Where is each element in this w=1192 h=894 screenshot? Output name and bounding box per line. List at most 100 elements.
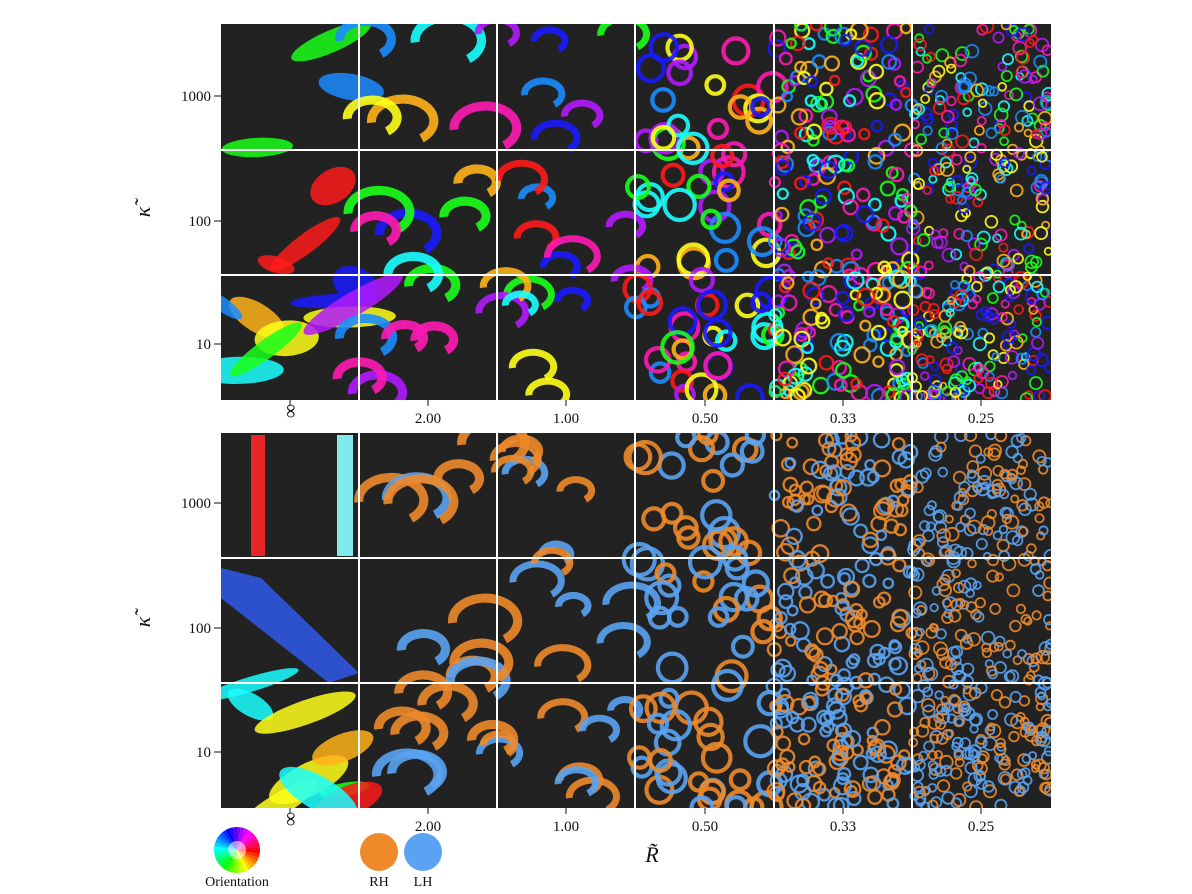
texture-ring (800, 716, 817, 733)
texture-ring (886, 314, 901, 328)
texture-ring (1031, 610, 1042, 621)
texture-ring (945, 308, 955, 318)
texture-ring (987, 669, 998, 680)
texture-ring (963, 523, 977, 537)
texture-ring (771, 763, 784, 777)
texture-ring (1036, 456, 1047, 467)
texture-ring (804, 643, 820, 659)
texture-ring (1019, 392, 1034, 400)
texture-ring (972, 580, 982, 590)
texture-ring (946, 341, 959, 355)
texture-ring (936, 703, 949, 716)
texture-ring (835, 676, 855, 696)
texture-arc (335, 24, 396, 58)
texture-ring (869, 745, 887, 764)
texture-ring (912, 236, 922, 246)
x-tick-label: 0.50 (692, 819, 718, 835)
texture-ring (876, 591, 892, 606)
texture-cell (909, 24, 1051, 156)
texture-ring (1018, 526, 1029, 537)
texture-ring (950, 661, 965, 676)
x-tick-label: 2.00 (415, 819, 441, 835)
texture-ring (792, 383, 810, 400)
texture-ring (778, 594, 794, 610)
y-tick-label: 1000 (181, 496, 211, 512)
texture-ring (666, 59, 694, 87)
texture-ring (956, 195, 967, 206)
texture-ring (1044, 642, 1051, 654)
texture-ring (909, 284, 924, 299)
x-tick-label: 0.33 (830, 411, 856, 427)
texture-ring (1035, 649, 1051, 665)
texture-ring (925, 355, 935, 365)
orientation-wheel-icon (214, 827, 260, 873)
handedness-panel: 1000 100 10 κ̃ ∞ 2.00 1.00 0.50 0.33 0.2… (130, 433, 1051, 835)
texture-ring (915, 724, 930, 738)
texture-ring (1015, 603, 1027, 615)
texture-ring (735, 383, 765, 400)
texture-ring (832, 776, 853, 796)
texture-ring (806, 153, 820, 167)
texture-ring (1015, 26, 1031, 42)
texture-ring (1031, 129, 1041, 139)
texture-ring (1040, 768, 1051, 781)
texture-ring (941, 611, 954, 624)
texture-ring (784, 761, 796, 773)
texture-cell (396, 593, 523, 701)
texture-ring (1026, 543, 1037, 554)
texture-ring (868, 63, 885, 80)
texture-ring (660, 330, 695, 365)
texture-ring (1041, 725, 1051, 740)
texture-ring (974, 363, 985, 375)
texture-ring (1032, 449, 1047, 464)
handedness-panel-grid (221, 433, 1051, 808)
texture-ring (975, 538, 988, 551)
texture-ring (627, 439, 663, 476)
texture-ring (843, 729, 862, 748)
texture-ring (981, 647, 993, 659)
texture-ring (840, 257, 858, 275)
texture-ring (1013, 786, 1025, 797)
texture-ring (1045, 638, 1051, 650)
texture-ring (769, 96, 787, 114)
texture-ring (999, 468, 1010, 480)
texture-ring (1009, 87, 1024, 102)
texture-ring (836, 722, 853, 739)
texture-ring (927, 760, 938, 771)
x-tick-label: 2.00 (415, 411, 441, 427)
texture-ring (790, 244, 806, 260)
texture-ring (879, 180, 896, 197)
texture-ring (767, 38, 786, 58)
texture-ring (936, 528, 951, 543)
texture-ring (1012, 253, 1024, 265)
texture-ring (958, 480, 971, 494)
texture-ring (883, 773, 900, 791)
y-tick-label: 10 (196, 337, 211, 353)
texture-arc (520, 77, 566, 108)
texture-ring (907, 304, 920, 317)
texture-ring (819, 724, 833, 738)
texture-ring (850, 248, 863, 261)
texture-ring (839, 745, 855, 760)
texture-blob (303, 273, 403, 335)
texture-ring (797, 218, 816, 238)
texture-ring (1026, 165, 1037, 176)
texture-ring (920, 371, 930, 381)
texture-arc (383, 251, 444, 293)
orientation-panel-y-ticks: 1000 100 10 (181, 89, 221, 353)
texture-ring (999, 136, 1009, 147)
orientation-panel-x-ticks: ∞ 2.00 1.00 0.50 0.33 0.25 (280, 400, 994, 427)
texture-ring (983, 332, 996, 344)
texture-ring (922, 53, 932, 64)
texture-ring (1034, 686, 1047, 699)
texture-ring (920, 801, 931, 808)
texture-ring (826, 797, 846, 808)
orientation-panel-marks (221, 24, 1051, 400)
texture-ring (636, 289, 664, 316)
texture-ring (852, 754, 869, 771)
texture-ring (971, 280, 983, 293)
texture-ring (1032, 96, 1048, 112)
texture-ring (922, 125, 933, 136)
texture-ring (719, 452, 746, 478)
texture-ring (954, 433, 968, 442)
